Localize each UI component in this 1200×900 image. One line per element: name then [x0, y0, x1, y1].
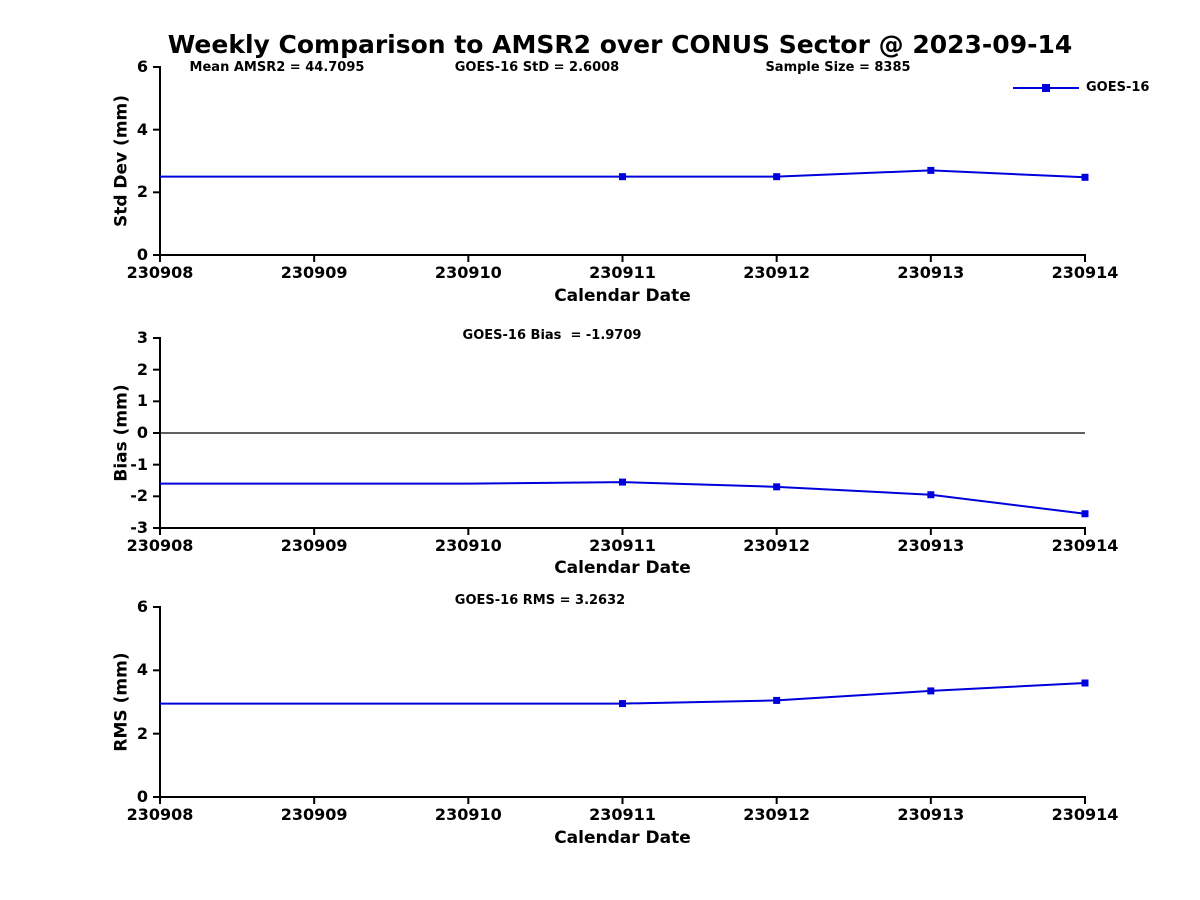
std-dev-y-tick-label: 0: [136, 245, 148, 264]
figure-title: Weekly Comparison to AMSR2 over CONUS Se…: [167, 30, 1073, 59]
rms-square-marker-icon: [619, 700, 626, 708]
rms-y-tick-label: 4: [136, 660, 148, 680]
bias-x-tick-label: 230914: [1051, 536, 1119, 555]
std-dev-square-marker-icon: [927, 166, 935, 174]
rms-square-marker-icon: [773, 696, 781, 704]
bias-y-tick-label: 3: [136, 328, 148, 347]
rms-x-axis-label: Calendar Date: [554, 828, 691, 848]
rms-x-tick-label: 230911: [589, 805, 656, 824]
std-dev-y-tick-label: 2: [136, 182, 148, 202]
legend-label: GOES-16: [1086, 80, 1150, 95]
legend: GOES-16: [1012, 80, 1149, 95]
rms-x-tick-label: 230913: [897, 805, 965, 824]
rms-y-tick-label: 2: [136, 723, 148, 743]
bias-square-marker-icon: [927, 491, 935, 499]
rms-x-tick-label: 230908: [126, 805, 194, 824]
std-dev-y-tick-label: 4: [136, 119, 148, 139]
rms-x-tick-label: 230909: [280, 805, 348, 824]
rms-x-tick-label: 230914: [1051, 805, 1119, 824]
std-dev-y-tick-label: 6: [136, 57, 148, 76]
bias-y-axis-label: Bias (mm): [111, 384, 132, 482]
rms-y-tick-label: 0: [136, 787, 148, 806]
bias-series-line: [160, 481, 1086, 515]
std-dev-y-axis-label: Std Dev (mm): [111, 94, 132, 228]
bias-annotation: GOES-16 Bias = -1.9709: [462, 328, 642, 343]
bias-x-tick-label: 230910: [434, 536, 502, 555]
bias-x-tick-label: 230911: [589, 536, 656, 555]
rms-square-marker-icon: [1081, 679, 1089, 687]
rms-y-tick-label: 6: [136, 597, 148, 616]
std-dev-x-axis-label: Calendar Date: [554, 286, 691, 306]
bias-x-tick-label: 230908: [126, 536, 194, 555]
std-dev-square-marker-icon: [1081, 173, 1089, 181]
std-dev-x-tick-label: 230909: [280, 263, 348, 282]
bias-x-tick-label: 230913: [897, 536, 965, 555]
legend-square-marker-icon: [1042, 83, 1050, 92]
legend-line-sample-icon: [1013, 83, 1079, 92]
bias-square-marker-icon: [619, 478, 626, 486]
bias-x-axis-label: Calendar Date: [554, 558, 691, 578]
std-dev-annotation: GOES-16 StD = 2.6008: [454, 60, 620, 75]
std-dev-x-tick-label: 230911: [589, 263, 656, 282]
bias-y-tick-label: -1: [130, 454, 148, 474]
bias-y-tick-label: -2: [130, 486, 148, 506]
std-dev-x-tick-label: 230910: [434, 263, 502, 282]
bias-x-tick-label: 230909: [280, 536, 348, 555]
bias-square-marker-icon: [773, 483, 781, 491]
std-dev-x-tick-label: 230912: [743, 263, 811, 282]
bias-x-tick-label: 230912: [743, 536, 811, 555]
bias-y-tick-label: 1: [136, 391, 148, 411]
std-dev-x-tick-label: 230914: [1051, 263, 1119, 282]
rms-x-tick-label: 230910: [434, 805, 502, 824]
bias-y-tick-label: 0: [136, 423, 148, 442]
std-dev-x-tick-label: 230913: [897, 263, 965, 282]
std-dev-square-marker-icon: [773, 173, 781, 181]
rms-x-tick-label: 230912: [743, 805, 811, 824]
rms-square-marker-icon: [927, 687, 935, 695]
std-dev-square-marker-icon: [619, 173, 626, 181]
bias-square-marker-icon: [1081, 510, 1089, 518]
std-dev-annotation: Mean AMSR2 = 44.7095: [189, 60, 365, 75]
bias-y-tick-label: 2: [136, 359, 148, 379]
std-dev-x-tick-label: 230908: [126, 263, 194, 282]
rms-y-axis-label: RMS (mm): [111, 652, 132, 752]
rms-annotation: GOES-16 RMS = 3.2632: [454, 593, 626, 608]
bias-y-tick-label: -3: [130, 518, 148, 537]
std-dev-annotation: Sample Size = 8385: [765, 60, 911, 75]
